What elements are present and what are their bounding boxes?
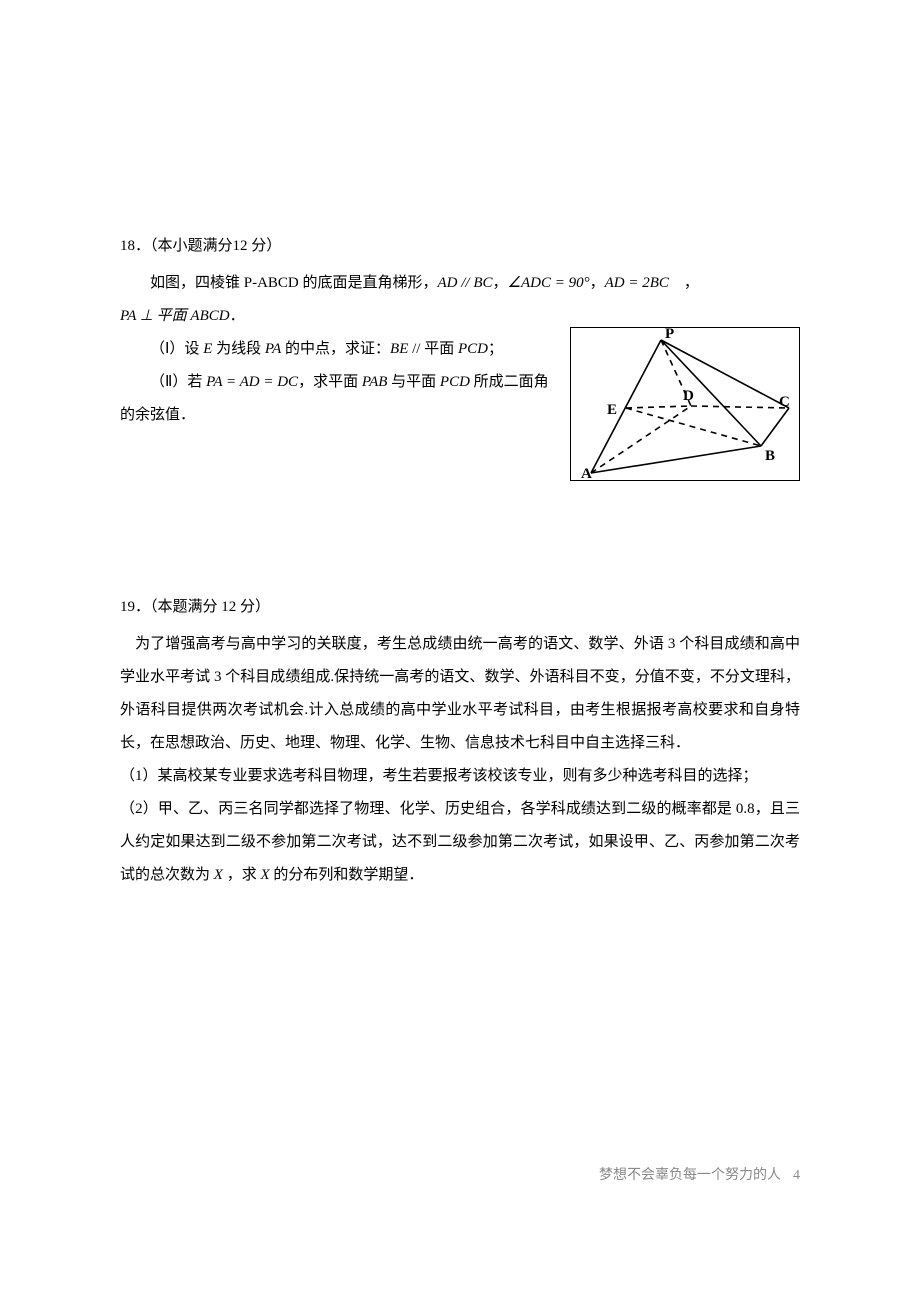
svg-text:B: B [765,448,775,464]
p18-ad-par-bc: AD // BC [438,275,493,291]
problem-18-head: 18．（本小题满分12 分） [120,230,800,263]
problem-19: 19．（本题满分 12 分） 为了增强高考与高中学习的关联度，考生总成绩由统一高… [120,591,800,892]
problem-19-points: （本题满分 12 分） [150,599,270,615]
p18-comma2: ， [590,275,605,291]
p18-p2-m2: 与平面 [387,374,440,390]
p18-eqchain: PA = AD = DC [206,374,298,390]
p18-angle: ∠ADC = 90° [508,275,590,291]
p18-p2-m1: ，求平面 [298,374,362,390]
problem-19-q2: （2）甲、乙、丙三名同学都选择了物理、化学、历史组合，各学科成绩达到二级的概率都… [120,793,800,892]
problem-19-q1: （1）某高校某专业要求选考科目物理，考生若要报考该校该专业，则有多少种选考科目的… [120,760,800,793]
p18-pa-perp: PA ⊥ 平面 ABCD [120,308,230,324]
p18-tail1: ， [669,275,699,291]
problem-18-points: （本小题满分12 分） [150,238,281,254]
p19-X2: X [260,867,269,883]
svg-text:A: A [581,466,592,481]
problem-18-line1: 如图，四棱锥 P-ABCD 的底面是直角梯形，AD // BC，∠ADC = 9… [120,267,800,300]
p19-q2-mid: ，求 [223,867,261,883]
page-content: 18．（本小题满分12 分） 如图，四棱锥 P-ABCD 的底面是直角梯形，AD… [0,0,920,892]
p18-BE: BE [390,341,408,357]
p18-l1-pre: 如图，四棱锥 P-ABCD 的底面是直角梯形， [150,275,438,291]
p18-p1-m1: 为线段 [212,341,265,357]
page-footer: 梦想不会辜负每一个努力的人 4 [599,1164,800,1184]
p18-p2-pre: （Ⅱ）若 [150,374,206,390]
p18-comma1: ， [493,275,508,291]
p18-period: ． [230,308,245,324]
footer-page-number: 4 [793,1168,800,1183]
figure-pyramid: P A B C D E [570,327,800,481]
problem-18-number: 18． [120,238,150,254]
p18-ad-eq: AD = 2BC [605,275,669,291]
footer-motto: 梦想不会辜负每一个努力的人 [599,1168,781,1183]
p18-p1-m2: 的中点，求证： [281,341,390,357]
p18-PA: PA [265,341,281,357]
p18-E: E [203,341,212,357]
p18-p1-pre: （Ⅰ）设 [150,341,203,357]
svg-text:C: C [779,394,790,410]
p18-PCD: PCD [458,341,488,357]
p18-p1-m3: // 平面 [408,341,458,357]
problem-19-number: 19． [120,599,150,615]
svg-text:E: E [607,402,617,418]
svg-text:P: P [665,327,674,342]
svg-text:D: D [683,388,694,404]
p18-PAB: PAB [362,374,388,390]
problem-18: 18．（本小题满分12 分） 如图，四棱锥 P-ABCD 的底面是直角梯形，AD… [120,230,800,481]
problem-19-head: 19．（本题满分 12 分） [120,591,800,624]
p19-q2-tail: 的分布列和数学期望． [270,867,424,883]
problem-19-para: 为了增强高考与高中学习的关联度，考生总成绩由统一高考的语文、数学、外语 3 个科… [120,628,800,760]
p19-X1: X [214,867,223,883]
p18-PCD2: PCD [440,374,470,390]
p18-semi: ； [488,341,503,357]
